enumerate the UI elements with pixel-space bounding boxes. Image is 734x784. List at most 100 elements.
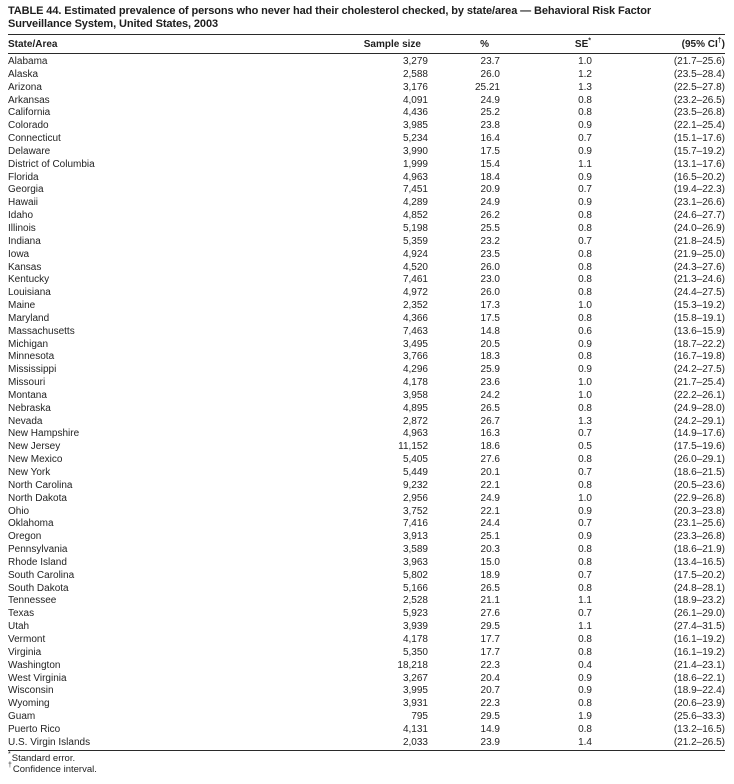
table-row: Rhode Island 3,963 15.0 0.8 (13.4–16.5): [8, 557, 725, 570]
state-cell: Arkansas: [8, 94, 50, 106]
table-row: Louisiana 4,972 26.0 0.8 (24.4–27.5): [8, 287, 725, 300]
state-cell: California: [8, 107, 51, 119]
percent-cell: 25.2: [480, 107, 500, 119]
table-row: South Dakota 5,166 26.5 0.8 (24.8–28.1): [8, 583, 725, 596]
table-row: Tennessee 2,528 21.1 1.1 (18.9–23.2): [8, 595, 725, 608]
ci-cell: (26.0–29.1): [673, 454, 725, 466]
sample-size-cell: 5,166: [402, 582, 428, 594]
se-cell: 0.8: [578, 556, 592, 568]
ci-cell: (24.6–27.7): [673, 210, 725, 222]
percent-cell: 24.9: [480, 197, 500, 209]
percent-cell: 18.3: [480, 351, 500, 363]
percent-cell: 20.4: [480, 672, 500, 684]
state-cell: Puerto Rico: [8, 723, 61, 735]
table-row: Wisconsin 3,995 20.7 0.9 (18.9–22.4): [8, 685, 725, 698]
ci-cell: (16.1–19.2): [673, 633, 725, 645]
table-header: State/Area Sample size % SE* (95% CI†): [8, 34, 725, 54]
state-cell: Kentucky: [8, 274, 50, 286]
ci-cell: (13.6–15.9): [673, 325, 725, 337]
state-cell: New Mexico: [8, 454, 63, 466]
table-row: South Carolina 5,802 18.9 0.7 (17.5–20.2): [8, 570, 725, 583]
ci-cell: (24.4–27.5): [673, 287, 725, 299]
state-cell: South Carolina: [8, 569, 75, 581]
ci-cell: (18.9–23.2): [673, 595, 725, 607]
table-title: TABLE 44. Estimated prevalence of person…: [8, 5, 725, 31]
sample-size-cell: 3,752: [402, 505, 428, 517]
percent-cell: 15.0: [480, 556, 500, 568]
ci-cell: (14.9–17.6): [673, 428, 725, 440]
state-cell: Wyoming: [8, 698, 50, 710]
percent-cell: 29.5: [480, 621, 500, 633]
se-cell: 1.0: [578, 377, 592, 389]
state-cell: Utah: [8, 621, 30, 633]
header-confidence-interval: (95% CI†): [592, 34, 725, 54]
percent-cell: 17.5: [480, 145, 500, 157]
sample-size-cell: 5,350: [402, 646, 428, 658]
ci-footnote-marker: †: [717, 37, 722, 45]
table-row: Connecticut 5,234 16.4 0.7 (15.1–17.6): [8, 133, 725, 146]
se-cell: 1.2: [578, 68, 592, 80]
table-row: New Jersey 11,152 18.6 0.5 (17.5–19.6): [8, 441, 725, 454]
table-header-row: State/Area Sample size % SE* (95% CI†): [8, 34, 725, 54]
sample-size-cell: 4,178: [402, 377, 428, 389]
state-cell: Colorado: [8, 120, 49, 132]
table-row: Nebraska 4,895 26.5 0.8 (24.9–28.0): [8, 403, 725, 416]
percent-cell: 15.4: [480, 158, 500, 170]
state-cell: Michigan: [8, 338, 49, 350]
header-se-text: SE: [574, 39, 589, 50]
se-cell: 1.1: [578, 621, 592, 633]
se-cell: 1.0: [578, 492, 592, 504]
percent-cell: 26.0: [480, 287, 500, 299]
ci-cell: (15.1–17.6): [673, 133, 725, 145]
sample-size-cell: 5,802: [402, 569, 428, 581]
header-percent: %: [428, 34, 500, 54]
state-cell: Louisiana: [8, 287, 51, 299]
se-cell: 1.1: [578, 158, 592, 170]
table-row: Pennsylvania 3,589 20.3 0.8 (18.6–21.9): [8, 544, 725, 557]
percent-cell: 24.9: [480, 492, 500, 504]
se-cell: 1.3: [578, 415, 592, 427]
table-row: Vermont 4,178 17.7 0.8 (16.1–19.2): [8, 634, 725, 647]
ci-cell: (21.9–25.0): [673, 248, 725, 260]
table-row: Iowa 4,924 23.5 0.8 (21.9–25.0): [8, 249, 725, 262]
percent-cell: 18.6: [480, 441, 500, 453]
state-cell: New Hampshire: [8, 428, 80, 440]
state-cell: District of Columbia: [8, 158, 95, 170]
ci-cell: (13.2–16.5): [673, 723, 725, 735]
state-cell: Missouri: [8, 377, 46, 389]
se-cell: 0.4: [578, 659, 592, 671]
ci-cell: (17.5–20.2): [673, 569, 725, 581]
sample-size-cell: 4,289: [402, 197, 428, 209]
ci-cell: (26.1–29.0): [673, 608, 725, 620]
percent-cell: 27.6: [480, 608, 500, 620]
state-cell: Massachusetts: [8, 325, 75, 337]
se-cell: 0.8: [578, 698, 592, 710]
sample-size-cell: 3,931: [402, 698, 428, 710]
table-row: Wyoming 3,931 22.3 0.8 (20.6–23.9): [8, 698, 725, 711]
table-row: Arizona 3,176 25.21 1.3 (22.5–27.8): [8, 82, 725, 95]
table-row: Illinois 5,198 25.5 0.8 (24.0–26.9): [8, 223, 725, 236]
se-cell: 0.8: [578, 633, 592, 645]
table-body: Alabama 3,279 23.7 1.0 (21.7–25.6) Alaska 2,58…: [8, 54, 725, 751]
ci-cell: (23.5–26.8): [673, 107, 725, 119]
sample-size-cell: 4,436: [402, 107, 428, 119]
table-row: Utah 3,939 29.5 1.1 (27.4–31.5): [8, 621, 725, 634]
se-cell: 0.8: [578, 107, 592, 119]
table-row: New Hampshire 4,963 16.3 0.7 (14.9–17.6): [8, 428, 725, 441]
percent-cell: 17.7: [480, 646, 500, 658]
ci-cell: (24.9–28.0): [673, 402, 725, 414]
state-cell: Indiana: [8, 235, 41, 247]
table-row: Florida 4,963 18.4 0.9 (16.5–20.2): [8, 172, 725, 185]
ci-cell: (15.7–19.2): [673, 145, 725, 157]
percent-cell: 26.7: [480, 415, 500, 427]
table-row: Massachusetts 7,463 14.8 0.6 (13.6–15.9): [8, 326, 725, 339]
percent-cell: 26.5: [480, 582, 500, 594]
sample-size-cell: 4,520: [402, 261, 428, 273]
sample-size-cell: 3,995: [402, 685, 428, 697]
se-cell: 0.7: [578, 608, 592, 620]
se-cell: 0.7: [578, 467, 592, 478]
se-cell: 0.8: [578, 723, 592, 735]
se-cell: 0.8: [578, 582, 592, 594]
percent-cell: 23.8: [480, 120, 500, 132]
ci-cell: (23.1–25.6): [673, 518, 725, 530]
